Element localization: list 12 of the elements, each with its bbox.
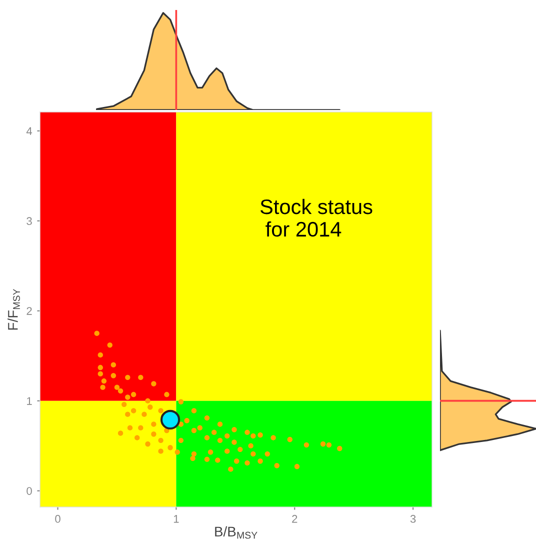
- y-tick-label: 2: [26, 307, 32, 315]
- x-tick-label: 2: [292, 514, 298, 523]
- y-tick-label: 4: [26, 127, 32, 135]
- y-tick-label: 0: [26, 487, 32, 495]
- x-tick-label: 3: [410, 514, 416, 523]
- x-tick-label: 0: [55, 514, 60, 523]
- y-axis-title: F/F$_{MSY}$: [8, 288, 20, 330]
- x-axis-title: B/B$_{MSY}$: [215, 526, 258, 539]
- x-tick-label: 1: [174, 515, 179, 523]
- y-tick-label: 1: [27, 397, 32, 405]
- annotation: Stock status for 2014: [260, 198, 372, 237]
- y-tick-label: 3: [26, 217, 32, 226]
